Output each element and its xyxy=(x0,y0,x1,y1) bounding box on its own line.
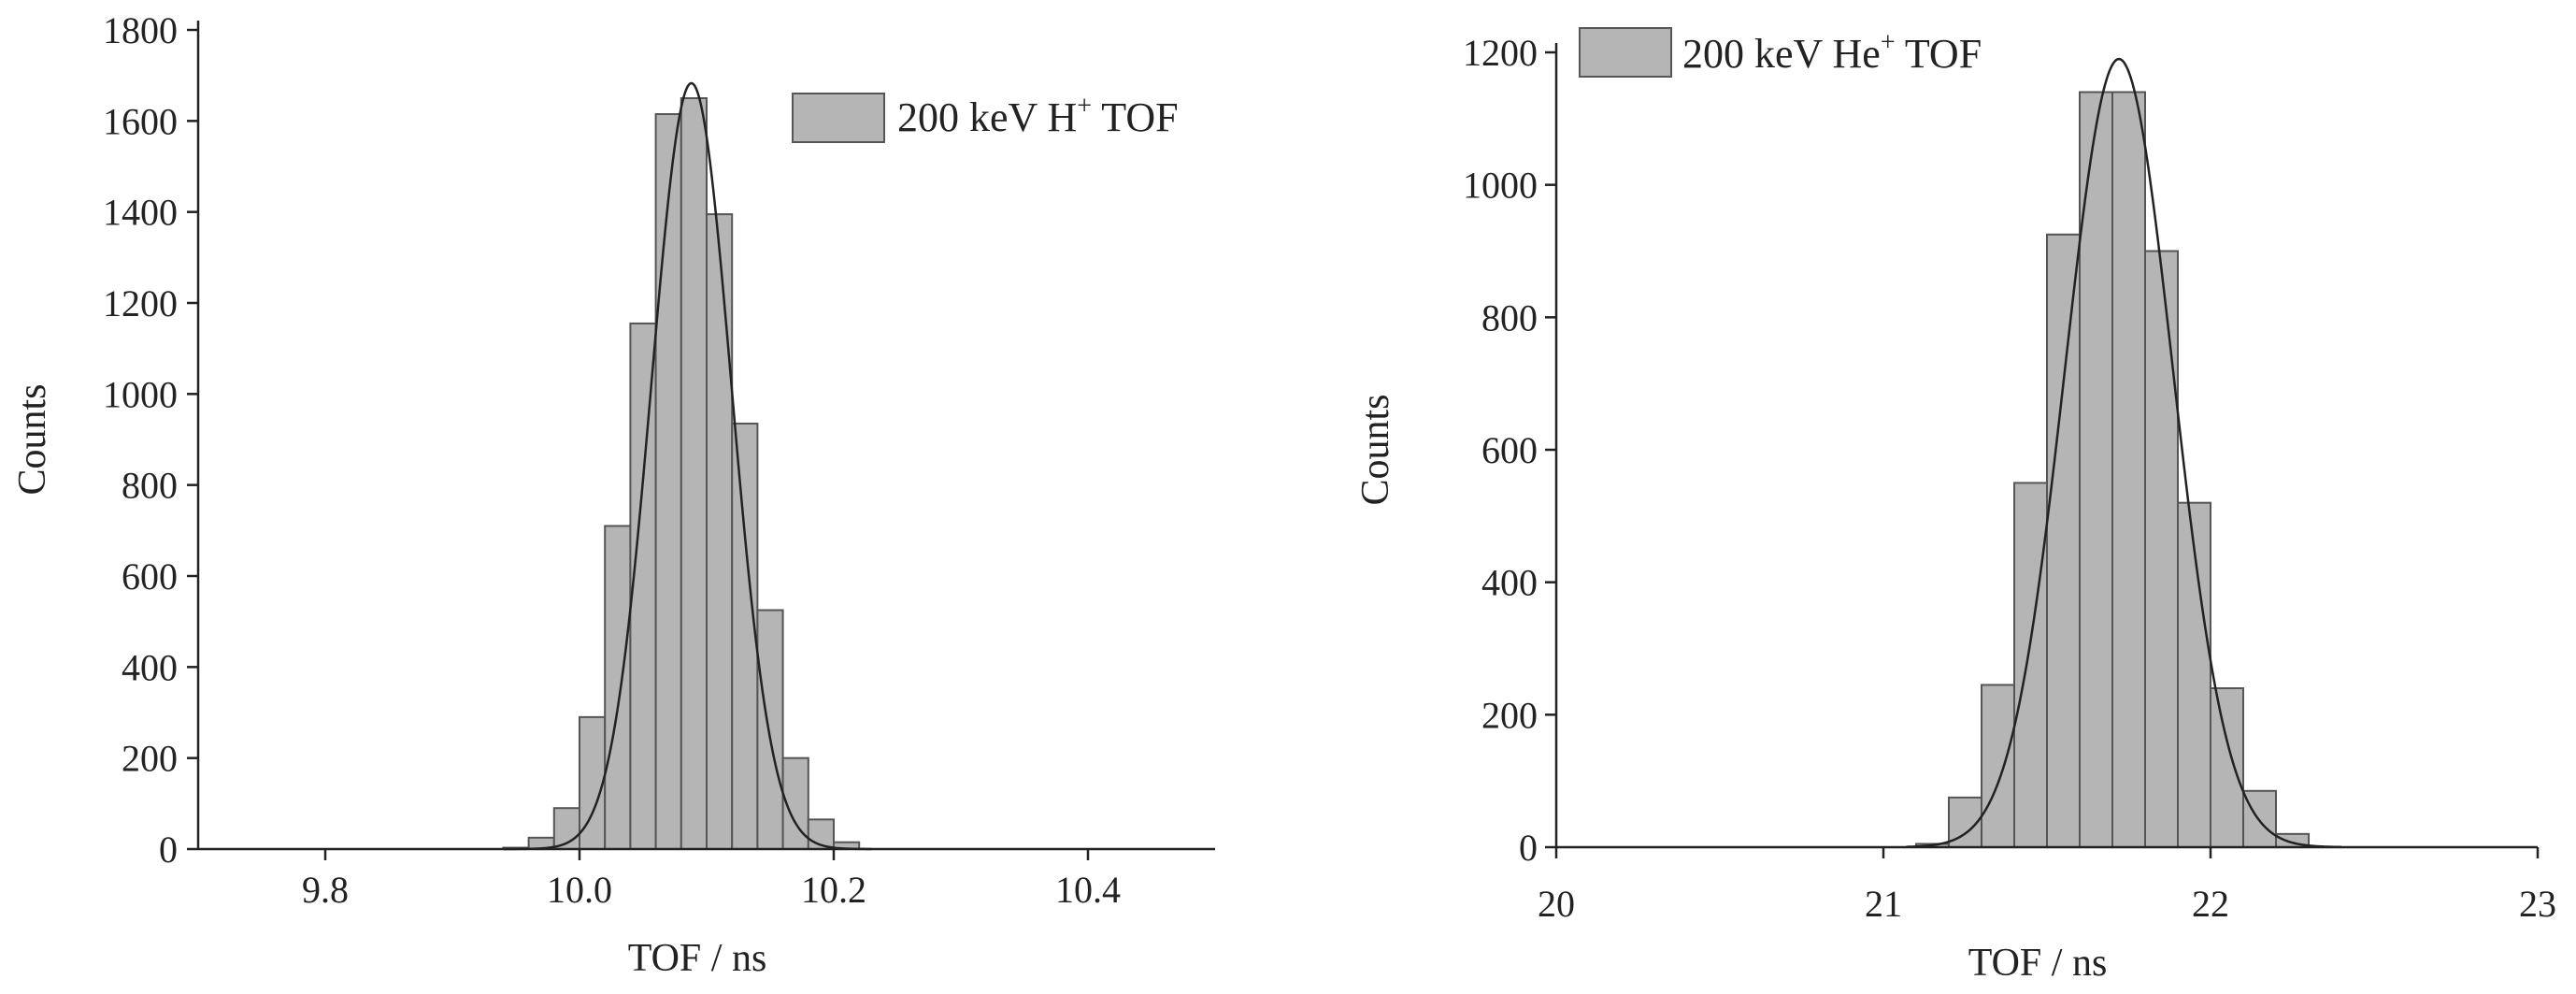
histogram-bar-7 xyxy=(680,97,708,850)
histogram-bar-5 xyxy=(2079,91,2113,848)
y-tick-label-2: 400 xyxy=(122,646,178,688)
legend: 200 keV H+ TOF xyxy=(792,92,1179,143)
y-tick-label-1: 200 xyxy=(122,738,178,780)
x-tick-label-2: 22 xyxy=(2192,883,2229,925)
legend-swatch xyxy=(792,93,885,143)
x-tick-label-3: 23 xyxy=(2519,883,2556,925)
x-tick-label-1: 10.0 xyxy=(547,869,612,911)
legend-label: 200 keV H+ TOF xyxy=(897,92,1179,140)
y-axis-title: Counts xyxy=(1354,394,1397,505)
histogram-bar-5 xyxy=(629,322,657,850)
legend-swatch xyxy=(1579,27,1672,78)
histogram-bar-6 xyxy=(2111,91,2146,848)
x-tick-label-3: 10.4 xyxy=(1055,869,1121,911)
y-axis-title: Counts xyxy=(11,383,54,495)
y-tick-label-6: 1200 xyxy=(1463,32,1538,74)
y-tick-label-0: 0 xyxy=(159,828,178,871)
x-axis-title: TOF / ns xyxy=(1968,942,2108,985)
histogram-bar-4 xyxy=(2046,233,2081,848)
x-tick-label-0: 9.8 xyxy=(302,869,349,911)
histogram-bar-7 xyxy=(2144,250,2179,848)
legend-label-superscript: + xyxy=(1077,92,1092,121)
y-tick-label-9: 1800 xyxy=(103,9,178,51)
y-tick-label-5: 1000 xyxy=(103,373,178,415)
histogram-bar-9 xyxy=(2210,687,2244,848)
histogram-bar-9 xyxy=(731,422,759,850)
y-tick-label-7: 1400 xyxy=(103,192,178,234)
legend-label-suffix: TOF xyxy=(1092,94,1179,140)
histogram-bars xyxy=(1915,91,2310,849)
y-tick-label-4: 800 xyxy=(1481,296,1538,339)
y-tick-label-5: 1000 xyxy=(1463,165,1538,207)
y-tick-label-1: 200 xyxy=(1481,694,1538,736)
histogram-bar-4 xyxy=(604,525,632,850)
chart-panel-1: 0 200 400 600 800 1000 1200 1400 1600 1800 9.8 10.0… xyxy=(11,9,1215,980)
histogram-bar-3 xyxy=(2013,482,2048,849)
histogram-bar-8 xyxy=(706,213,734,851)
x-tick-label-2: 10.2 xyxy=(801,869,866,911)
x-tick-label-1: 21 xyxy=(1865,883,1902,925)
x-axis-title: TOF / ns xyxy=(628,937,767,980)
y-tick-label-4: 800 xyxy=(122,465,178,507)
gaussian-fit-curve xyxy=(1906,57,2342,849)
y-tick-label-2: 400 xyxy=(1481,562,1538,604)
legend-label-main: 200 keV He xyxy=(1682,31,1881,77)
legend-label: 200 keV He+ TOF xyxy=(1682,28,1982,77)
histogram-bar-6 xyxy=(654,113,682,851)
y-tick-label-0: 0 xyxy=(1519,827,1538,869)
histogram-bars xyxy=(502,97,861,851)
x-tick-label-0: 20 xyxy=(1538,883,1575,925)
y-tick-label-3: 600 xyxy=(1481,429,1538,471)
chart-panel-2: 0 200 400 600 800 1000 1200 20 21 22 23 TOF / ns Cou… xyxy=(1354,27,2556,985)
legend-label-suffix: TOF xyxy=(1896,31,1982,77)
histogram-bar-10 xyxy=(756,609,784,850)
legend-label-main: 200 keV H xyxy=(897,94,1077,140)
y-tick-label-6: 1200 xyxy=(103,282,178,324)
histogram-bar-8 xyxy=(2177,501,2211,849)
histogram-bar-2 xyxy=(1981,684,2015,848)
y-tick-label-8: 1600 xyxy=(103,100,178,142)
gaussian-fit-curve xyxy=(503,81,872,851)
legend-label-superscript: + xyxy=(1881,28,1896,57)
y-tick-label-3: 600 xyxy=(122,555,178,598)
legend: 200 keV He+ TOF xyxy=(1579,27,1982,78)
